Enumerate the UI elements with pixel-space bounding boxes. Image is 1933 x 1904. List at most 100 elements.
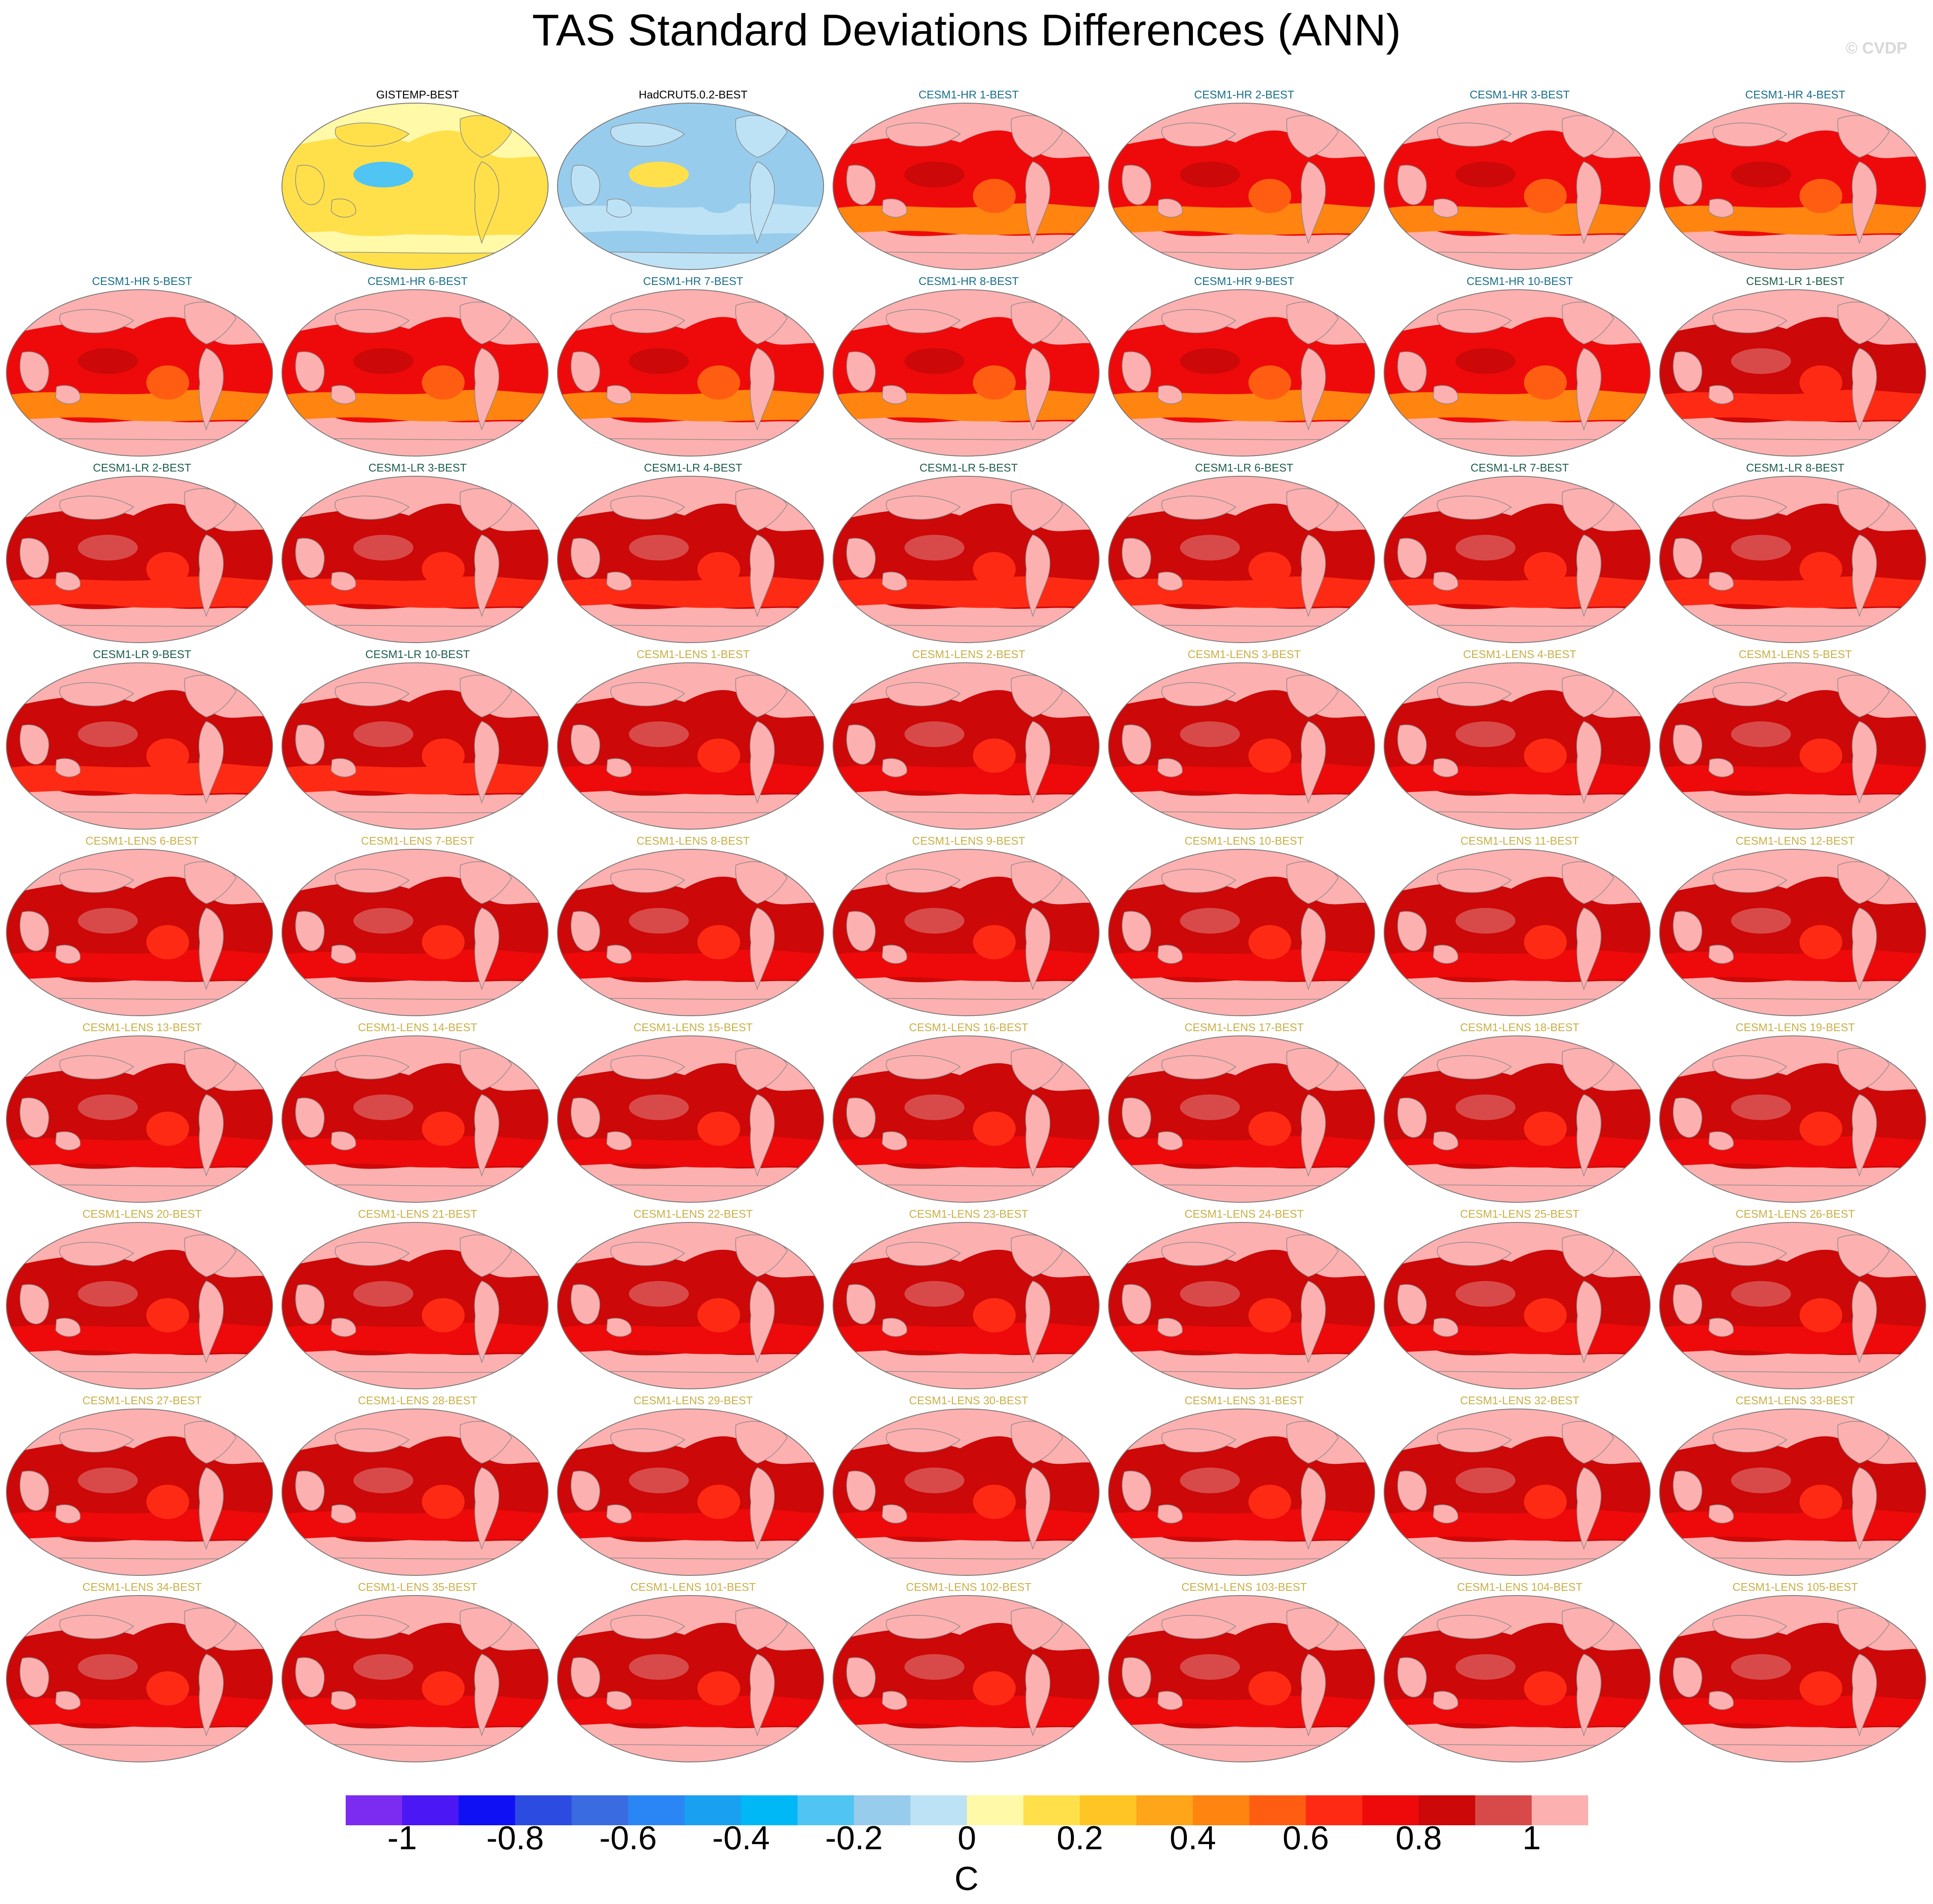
map-outline xyxy=(282,1222,548,1389)
australia-landmass xyxy=(55,758,81,777)
map-outline xyxy=(6,289,273,457)
colorbar-tick: 0.2 xyxy=(1056,1819,1103,1857)
panel-title: CESM1-LENS 23-BEST xyxy=(909,1207,1029,1220)
panel-title: CESM1-LENS 14-BEST xyxy=(358,1021,477,1034)
south-pacific-region xyxy=(1248,1298,1291,1332)
africa-landmass xyxy=(295,911,325,951)
map-panel: CESM1-LR 10-BEST xyxy=(281,648,554,834)
south-america-landmass xyxy=(1852,161,1877,244)
south-pacific-region xyxy=(1524,365,1567,400)
antarctica-landmass xyxy=(1660,1744,1926,1762)
map-outline xyxy=(1384,289,1651,457)
map-outline xyxy=(6,1035,273,1203)
australia-landmass xyxy=(331,1318,356,1337)
africa-landmass xyxy=(20,1097,49,1138)
africa-landmass xyxy=(295,1471,325,1511)
australia-landmass xyxy=(882,1318,907,1337)
asia-landmass xyxy=(59,1242,134,1266)
australia-landmass xyxy=(1433,1131,1459,1151)
map-panel: CESM1-LENS 26-BEST xyxy=(1658,1207,1932,1394)
south-america-landmass xyxy=(199,1654,224,1737)
colorbar-unit-label: C xyxy=(954,1860,979,1897)
south-pacific-region xyxy=(697,1112,740,1146)
southern-ocean-band xyxy=(1384,1323,1650,1354)
africa-landmass xyxy=(846,911,876,951)
australia-landmass xyxy=(1708,1131,1734,1151)
credit-label: © CVDP xyxy=(1845,39,1907,57)
antarctica-landmass xyxy=(282,811,548,829)
asia-landmass xyxy=(1712,682,1788,706)
colorbar xyxy=(346,1795,1588,1825)
south-pacific-region xyxy=(1248,925,1291,959)
africa-landmass xyxy=(571,1097,600,1138)
panel-title: CESM1-LENS 5-BEST xyxy=(1738,648,1852,661)
southern-ocean-band xyxy=(1384,203,1650,235)
asia-landmass xyxy=(610,1615,685,1639)
panel-map xyxy=(6,476,273,643)
panel-title: CESM1-LR 3-BEST xyxy=(368,461,467,474)
australia-landmass xyxy=(1157,572,1183,591)
antarctica-landmass xyxy=(557,438,824,456)
southern-ocean-band xyxy=(833,949,1099,981)
panel-title: CESM1-LENS 3-BEST xyxy=(1187,648,1301,661)
colorbar-tick: -0.4 xyxy=(712,1819,770,1857)
south-pacific-region xyxy=(697,552,740,586)
australia-landmass xyxy=(55,1318,81,1337)
tropical-pacific-region xyxy=(78,1281,138,1307)
tropical-pacific-region xyxy=(1180,535,1240,561)
colorbar-tick: -0.6 xyxy=(599,1819,657,1857)
map-panel: CESM1-LENS 29-BEST xyxy=(556,1394,830,1580)
antarctica-landmass xyxy=(1384,997,1650,1016)
map-panel: CESM1-HR 7-BEST xyxy=(556,275,830,461)
panel-map xyxy=(557,1409,824,1576)
tropical-pacific-region xyxy=(1180,1654,1240,1680)
africa-landmass xyxy=(846,1657,876,1697)
panel-title: CESM1-LENS 11-BEST xyxy=(1460,834,1579,847)
panel-map xyxy=(1108,1409,1375,1576)
panel-title: CESM1-LR 7-BEST xyxy=(1471,461,1569,474)
asia-landmass xyxy=(1712,1242,1788,1266)
antarctica-landmass xyxy=(6,811,273,829)
south-america-landmass xyxy=(1576,1281,1601,1364)
panel-map xyxy=(1384,1595,1651,1762)
africa-landmass xyxy=(846,351,876,391)
map-outline xyxy=(1659,1595,1926,1762)
map-panel: CESM1-HR 3-BEST xyxy=(1383,88,1657,274)
colorbar-swatch xyxy=(1306,1795,1363,1825)
south-america-landmass xyxy=(474,1281,499,1364)
map-outline xyxy=(1659,1409,1926,1576)
panel-map xyxy=(1659,103,1926,270)
asia-landmass xyxy=(1161,309,1236,333)
panel-map xyxy=(282,289,548,457)
map-outline xyxy=(1384,849,1651,1016)
australia-landmass xyxy=(882,758,907,777)
map-panel: CESM1-LR 6-BEST xyxy=(1107,461,1381,647)
map-panel: CESM1-HR 9-BEST xyxy=(1107,275,1381,461)
tropical-pacific-region xyxy=(1731,1654,1791,1680)
south-america-landmass xyxy=(1301,1467,1326,1550)
panel-map xyxy=(1108,849,1375,1016)
south-pacific-region xyxy=(697,1298,740,1332)
tropical-pacific-region xyxy=(353,162,413,187)
africa-landmass xyxy=(571,1657,600,1697)
antarctica-landmass xyxy=(6,1370,273,1389)
africa-landmass xyxy=(20,1284,49,1324)
south-america-landmass xyxy=(199,534,224,617)
panel-map xyxy=(557,1595,824,1762)
africa-landmass xyxy=(1122,911,1151,951)
tropical-pacific-region xyxy=(353,1468,413,1493)
southern-ocean-band xyxy=(557,203,824,235)
antarctica-landmass xyxy=(1660,1557,1926,1575)
colorbar-tick: 0 xyxy=(958,1819,976,1857)
africa-landmass xyxy=(571,165,600,205)
panel-title: CESM1-HR 2-BEST xyxy=(1194,88,1295,101)
map-panel: HadCRUT5.0.2-BEST xyxy=(556,88,830,274)
asia-landmass xyxy=(335,495,410,520)
map-outline xyxy=(1659,289,1926,457)
panel-title: CESM1-LENS 35-BEST xyxy=(358,1581,477,1593)
tropical-pacific-region xyxy=(904,1094,964,1120)
map-panel: CESM1-LENS 31-BEST xyxy=(1107,1394,1381,1580)
australia-landmass xyxy=(1433,758,1459,777)
panel-title: CESM1-LENS 16-BEST xyxy=(909,1021,1029,1034)
australia-landmass xyxy=(606,1691,632,1710)
